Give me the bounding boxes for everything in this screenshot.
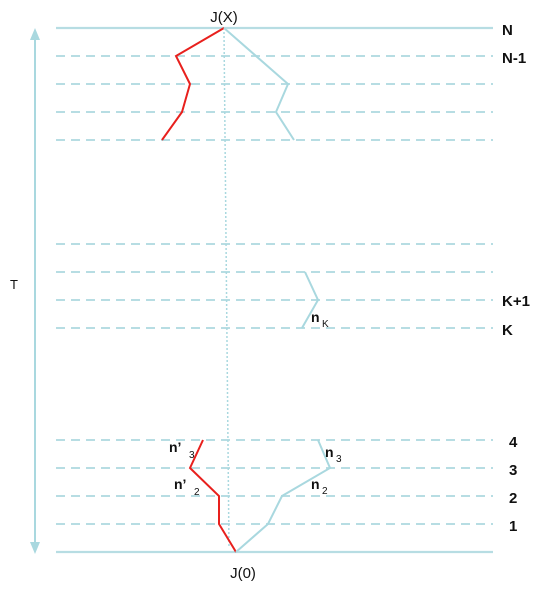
blue-path-bottom — [235, 439, 332, 553]
blue-path-top — [223, 27, 295, 141]
level-label-n-minus-1: N-1 — [502, 50, 526, 67]
level-label-4: 4 — [509, 434, 518, 451]
svg-text:n: n — [325, 444, 334, 460]
node-label-n2: n 2 — [311, 476, 328, 497]
blue-path-middle — [301, 271, 320, 329]
svg-text:n’: n’ — [174, 476, 186, 492]
center-dotted-line — [223, 31, 230, 549]
svg-text:n’: n’ — [169, 439, 181, 455]
time-label: T — [10, 277, 18, 292]
level-label-1: 1 — [509, 518, 517, 535]
level-label-k: K — [502, 322, 513, 339]
time-axis-arrow — [30, 28, 40, 554]
node-label-n3: n 3 — [325, 444, 342, 465]
node-label-nk: n K — [311, 309, 329, 330]
level-label-n: N — [502, 22, 513, 39]
svg-text:2: 2 — [194, 487, 200, 498]
bottom-anchor-label: J(0) — [230, 565, 256, 582]
svg-text:n: n — [311, 309, 320, 325]
node-label-n3-prime: n’ 3 — [169, 439, 195, 461]
red-path-bottom — [188, 439, 237, 553]
svg-text:3: 3 — [189, 450, 195, 461]
node-label-n2-prime: n’ 2 — [174, 476, 200, 498]
red-path-top — [161, 27, 225, 141]
svg-text:n: n — [311, 476, 320, 492]
level-label-3: 3 — [509, 462, 517, 479]
level-label-k-plus-1: K+1 — [502, 293, 530, 310]
svg-text:K: K — [322, 319, 329, 330]
svg-text:3: 3 — [336, 454, 342, 465]
svg-text:2: 2 — [322, 486, 328, 497]
top-anchor-label: J(X) — [210, 9, 238, 26]
level-label-2: 2 — [509, 490, 517, 507]
